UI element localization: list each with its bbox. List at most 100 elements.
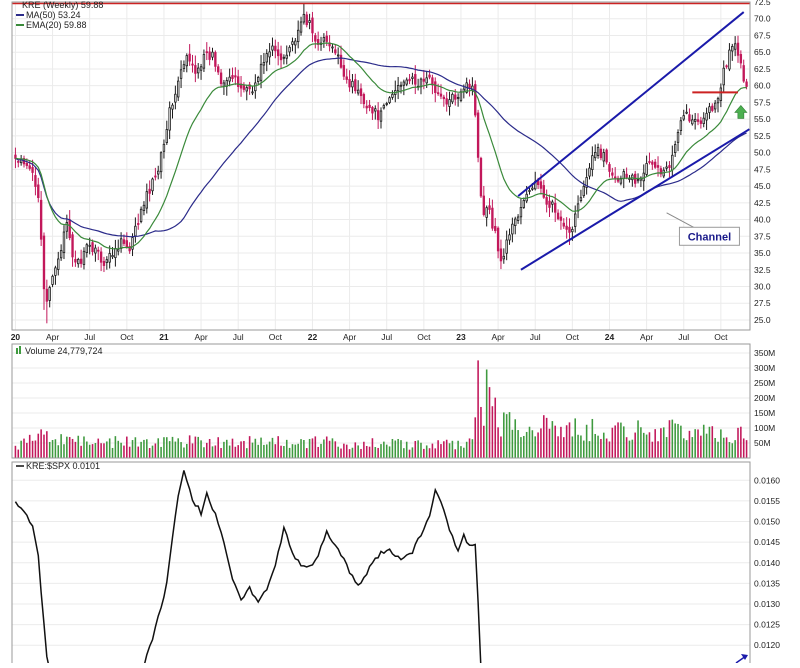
price-x-tick-label: Oct xyxy=(269,332,283,342)
price-candle-body xyxy=(685,111,688,114)
price-candle-body xyxy=(594,152,597,159)
volume-bar xyxy=(614,425,616,458)
volume-bar xyxy=(237,445,239,458)
price-x-tick-label: Apr xyxy=(194,332,207,342)
volume-bar xyxy=(503,412,505,458)
price-candle-body xyxy=(65,222,69,232)
volume-bar xyxy=(177,438,180,458)
volume-bar xyxy=(274,444,277,458)
price-candle-body xyxy=(339,54,343,68)
price-candle-body xyxy=(745,81,748,87)
price-candle-body xyxy=(456,96,460,99)
volume-bar xyxy=(351,447,354,458)
price-candle-body xyxy=(308,20,311,23)
volume-bar xyxy=(166,437,168,458)
price-candle-body xyxy=(599,148,603,159)
volume-bar xyxy=(151,445,154,458)
price-y-tick-label: 25.0 xyxy=(754,315,771,325)
price-candle-body xyxy=(396,85,400,92)
volume-bar xyxy=(217,437,219,458)
price-candle-body xyxy=(71,234,74,258)
volume-bar xyxy=(194,436,197,458)
price-candle-body xyxy=(713,102,717,110)
price-moving-average-line xyxy=(15,42,747,250)
volume-bar xyxy=(403,448,405,458)
volume-y-tick-label: 350M xyxy=(754,348,775,358)
volume-bar xyxy=(163,437,165,458)
price-candle-body xyxy=(725,65,728,68)
price-candle-body xyxy=(508,234,511,241)
price-y-tick-label: 47.5 xyxy=(754,164,771,174)
price-candle-body xyxy=(448,99,451,107)
volume-bar xyxy=(20,440,22,458)
volume-bar xyxy=(191,443,194,458)
price-candle-body xyxy=(562,222,565,227)
volume-bar xyxy=(440,444,442,458)
volume-bar xyxy=(240,441,242,458)
price-candle-body xyxy=(74,258,77,263)
ratio-panel-frame xyxy=(11,461,751,668)
volume-bar xyxy=(245,448,248,458)
volume-bar xyxy=(377,447,379,458)
price-candle-body xyxy=(114,247,117,259)
volume-bar xyxy=(397,438,399,458)
price-candle-body xyxy=(391,93,394,98)
volume-bar xyxy=(40,429,42,458)
volume-bar xyxy=(520,437,522,458)
volume-bar xyxy=(685,440,688,458)
price-candle-body xyxy=(251,91,254,94)
price-y-tick-label: 65.0 xyxy=(754,47,771,57)
price-candle-body xyxy=(454,94,457,100)
volume-bar xyxy=(231,438,234,458)
price-candle-body xyxy=(511,223,514,235)
price-x-tick-label: Oct xyxy=(566,332,580,342)
price-candle-body xyxy=(177,80,180,98)
volume-bar xyxy=(508,412,511,458)
volume-bar xyxy=(17,449,20,458)
volume-bar xyxy=(523,435,525,458)
price-candle-body xyxy=(636,179,640,182)
volume-bar xyxy=(628,440,631,458)
volume-bar xyxy=(291,444,294,458)
volume-bar xyxy=(691,437,694,458)
callout-label: Channel xyxy=(688,231,731,243)
volume-bar xyxy=(634,432,636,458)
price-candle-body xyxy=(488,205,491,210)
price-candle-body xyxy=(142,204,146,211)
price-candle-body xyxy=(305,14,308,26)
price-candle-body xyxy=(479,157,483,197)
chart-title: KRE (Weekly) 59.88 xyxy=(22,0,103,10)
volume-bar xyxy=(485,369,488,458)
volume-bar xyxy=(571,436,574,458)
volume-bar xyxy=(66,436,68,458)
volume-bar xyxy=(220,448,222,458)
volume-bar xyxy=(425,445,428,458)
volume-bar xyxy=(480,406,482,458)
volume-bar xyxy=(51,440,54,458)
price-candle-body xyxy=(291,41,294,45)
price-candle-body xyxy=(405,79,408,85)
price-candle-body xyxy=(85,244,89,253)
price-x-axis: 20 Apr Jul Oct 21 Apr Jul Oct 22 Apr Jul Oct 23 Apr Ju… xyxy=(11,332,728,342)
volume-bar xyxy=(514,419,517,458)
volume-bar xyxy=(494,397,497,458)
volume-bar xyxy=(354,442,357,458)
price-candle-body xyxy=(702,117,705,124)
volume-bar xyxy=(343,443,345,458)
volume-bar xyxy=(137,446,140,458)
volume-bar xyxy=(700,435,702,458)
price-y-tick-label: 37.5 xyxy=(754,231,771,241)
volume-bar xyxy=(568,422,571,458)
volume-bar xyxy=(697,429,699,458)
volume-bar xyxy=(294,444,297,458)
price-candle-body xyxy=(77,259,80,265)
price-candle-body xyxy=(571,228,574,233)
volume-bar xyxy=(265,444,268,458)
ratio-y-tick-label: 0.0140 xyxy=(754,558,780,568)
volume-bar xyxy=(385,444,388,458)
price-candle-body xyxy=(554,202,557,213)
volume-bar xyxy=(134,437,137,458)
price-candle-body xyxy=(299,21,303,33)
price-candle-body xyxy=(539,181,543,189)
price-candle-body xyxy=(37,184,40,199)
